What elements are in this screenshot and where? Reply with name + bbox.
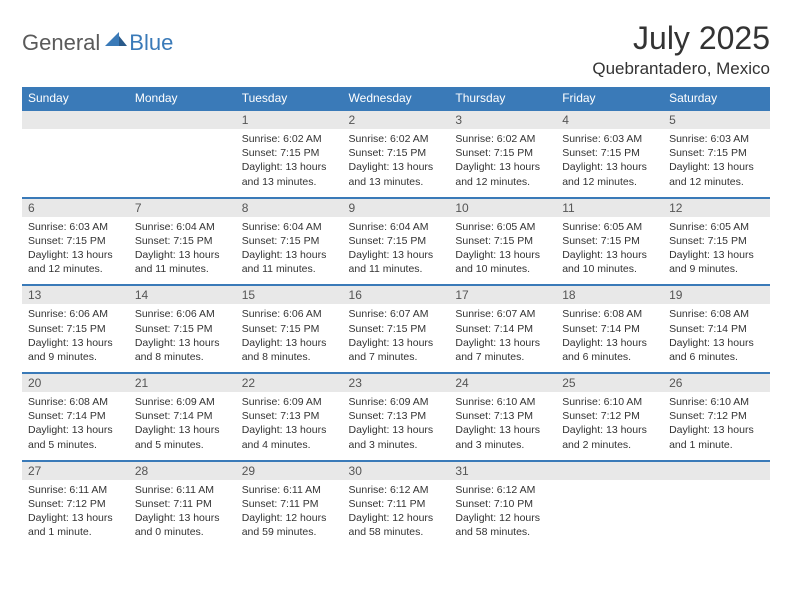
month-title: July 2025 (592, 20, 770, 57)
week-daynum-row: 6789101112 (22, 198, 770, 217)
week-content-row: Sunrise: 6:11 AMSunset: 7:12 PMDaylight:… (22, 480, 770, 548)
day-number: 18 (556, 285, 663, 304)
day-content: Sunrise: 6:11 AMSunset: 7:11 PMDaylight:… (236, 480, 343, 548)
day-number: 19 (663, 285, 770, 304)
day-header: Wednesday (343, 87, 450, 110)
day-number: 27 (22, 461, 129, 480)
day-header: Friday (556, 87, 663, 110)
week-content-row: Sunrise: 6:08 AMSunset: 7:14 PMDaylight:… (22, 392, 770, 461)
day-number: 8 (236, 198, 343, 217)
day-content: Sunrise: 6:08 AMSunset: 7:14 PMDaylight:… (22, 392, 129, 461)
day-number: 14 (129, 285, 236, 304)
day-number: 22 (236, 373, 343, 392)
logo: General Blue (22, 30, 173, 56)
day-content: Sunrise: 6:06 AMSunset: 7:15 PMDaylight:… (236, 304, 343, 373)
day-content: Sunrise: 6:03 AMSunset: 7:15 PMDaylight:… (556, 129, 663, 198)
location: Quebrantadero, Mexico (592, 59, 770, 79)
day-number: 30 (343, 461, 450, 480)
week-daynum-row: 13141516171819 (22, 285, 770, 304)
day-content: Sunrise: 6:04 AMSunset: 7:15 PMDaylight:… (129, 217, 236, 286)
day-number: 24 (449, 373, 556, 392)
week-daynum-row: 12345 (22, 110, 770, 129)
day-number: 26 (663, 373, 770, 392)
day-content: Sunrise: 6:08 AMSunset: 7:14 PMDaylight:… (663, 304, 770, 373)
day-content: Sunrise: 6:05 AMSunset: 7:15 PMDaylight:… (449, 217, 556, 286)
day-content (556, 480, 663, 548)
day-number (129, 110, 236, 129)
week-content-row: Sunrise: 6:02 AMSunset: 7:15 PMDaylight:… (22, 129, 770, 198)
day-content: Sunrise: 6:04 AMSunset: 7:15 PMDaylight:… (236, 217, 343, 286)
day-content: Sunrise: 6:05 AMSunset: 7:15 PMDaylight:… (556, 217, 663, 286)
day-number: 10 (449, 198, 556, 217)
day-header: Saturday (663, 87, 770, 110)
day-number (22, 110, 129, 129)
day-header: Monday (129, 87, 236, 110)
day-number: 4 (556, 110, 663, 129)
day-content: Sunrise: 6:04 AMSunset: 7:15 PMDaylight:… (343, 217, 450, 286)
day-number: 29 (236, 461, 343, 480)
day-number: 28 (129, 461, 236, 480)
day-number: 13 (22, 285, 129, 304)
week-daynum-row: 2728293031 (22, 461, 770, 480)
day-number: 1 (236, 110, 343, 129)
day-number: 7 (129, 198, 236, 217)
day-number: 20 (22, 373, 129, 392)
day-content: Sunrise: 6:10 AMSunset: 7:12 PMDaylight:… (556, 392, 663, 461)
day-content: Sunrise: 6:02 AMSunset: 7:15 PMDaylight:… (236, 129, 343, 198)
day-number: 23 (343, 373, 450, 392)
logo-mark-icon (105, 32, 127, 55)
day-content (129, 129, 236, 198)
day-content: Sunrise: 6:10 AMSunset: 7:13 PMDaylight:… (449, 392, 556, 461)
day-content: Sunrise: 6:09 AMSunset: 7:13 PMDaylight:… (343, 392, 450, 461)
day-number: 9 (343, 198, 450, 217)
day-header: Tuesday (236, 87, 343, 110)
day-content: Sunrise: 6:09 AMSunset: 7:13 PMDaylight:… (236, 392, 343, 461)
day-number: 25 (556, 373, 663, 392)
week-daynum-row: 20212223242526 (22, 373, 770, 392)
day-number: 5 (663, 110, 770, 129)
day-content: Sunrise: 6:02 AMSunset: 7:15 PMDaylight:… (449, 129, 556, 198)
day-content (663, 480, 770, 548)
header: General Blue July 2025 Quebrantadero, Me… (22, 20, 770, 79)
day-number: 16 (343, 285, 450, 304)
day-content: Sunrise: 6:07 AMSunset: 7:15 PMDaylight:… (343, 304, 450, 373)
day-content: Sunrise: 6:10 AMSunset: 7:12 PMDaylight:… (663, 392, 770, 461)
day-header: Thursday (449, 87, 556, 110)
day-content: Sunrise: 6:11 AMSunset: 7:11 PMDaylight:… (129, 480, 236, 548)
day-content: Sunrise: 6:03 AMSunset: 7:15 PMDaylight:… (22, 217, 129, 286)
day-number: 31 (449, 461, 556, 480)
day-header: Sunday (22, 87, 129, 110)
day-content: Sunrise: 6:02 AMSunset: 7:15 PMDaylight:… (343, 129, 450, 198)
day-number: 6 (22, 198, 129, 217)
day-number: 15 (236, 285, 343, 304)
day-content: Sunrise: 6:03 AMSunset: 7:15 PMDaylight:… (663, 129, 770, 198)
logo-text-blue: Blue (129, 30, 173, 56)
day-number: 17 (449, 285, 556, 304)
calendar-table: SundayMondayTuesdayWednesdayThursdayFrid… (22, 87, 770, 547)
day-number: 3 (449, 110, 556, 129)
day-content: Sunrise: 6:05 AMSunset: 7:15 PMDaylight:… (663, 217, 770, 286)
day-number (663, 461, 770, 480)
title-block: July 2025 Quebrantadero, Mexico (592, 20, 770, 79)
day-number: 21 (129, 373, 236, 392)
day-number: 12 (663, 198, 770, 217)
week-content-row: Sunrise: 6:03 AMSunset: 7:15 PMDaylight:… (22, 217, 770, 286)
day-content (22, 129, 129, 198)
day-header-row: SundayMondayTuesdayWednesdayThursdayFrid… (22, 87, 770, 110)
day-content: Sunrise: 6:06 AMSunset: 7:15 PMDaylight:… (22, 304, 129, 373)
day-number: 11 (556, 198, 663, 217)
day-content: Sunrise: 6:07 AMSunset: 7:14 PMDaylight:… (449, 304, 556, 373)
day-number: 2 (343, 110, 450, 129)
day-content: Sunrise: 6:06 AMSunset: 7:15 PMDaylight:… (129, 304, 236, 373)
day-number (556, 461, 663, 480)
day-content: Sunrise: 6:12 AMSunset: 7:11 PMDaylight:… (343, 480, 450, 548)
day-content: Sunrise: 6:08 AMSunset: 7:14 PMDaylight:… (556, 304, 663, 373)
day-content: Sunrise: 6:12 AMSunset: 7:10 PMDaylight:… (449, 480, 556, 548)
day-content: Sunrise: 6:09 AMSunset: 7:14 PMDaylight:… (129, 392, 236, 461)
week-content-row: Sunrise: 6:06 AMSunset: 7:15 PMDaylight:… (22, 304, 770, 373)
logo-text-general: General (22, 30, 100, 56)
day-content: Sunrise: 6:11 AMSunset: 7:12 PMDaylight:… (22, 480, 129, 548)
